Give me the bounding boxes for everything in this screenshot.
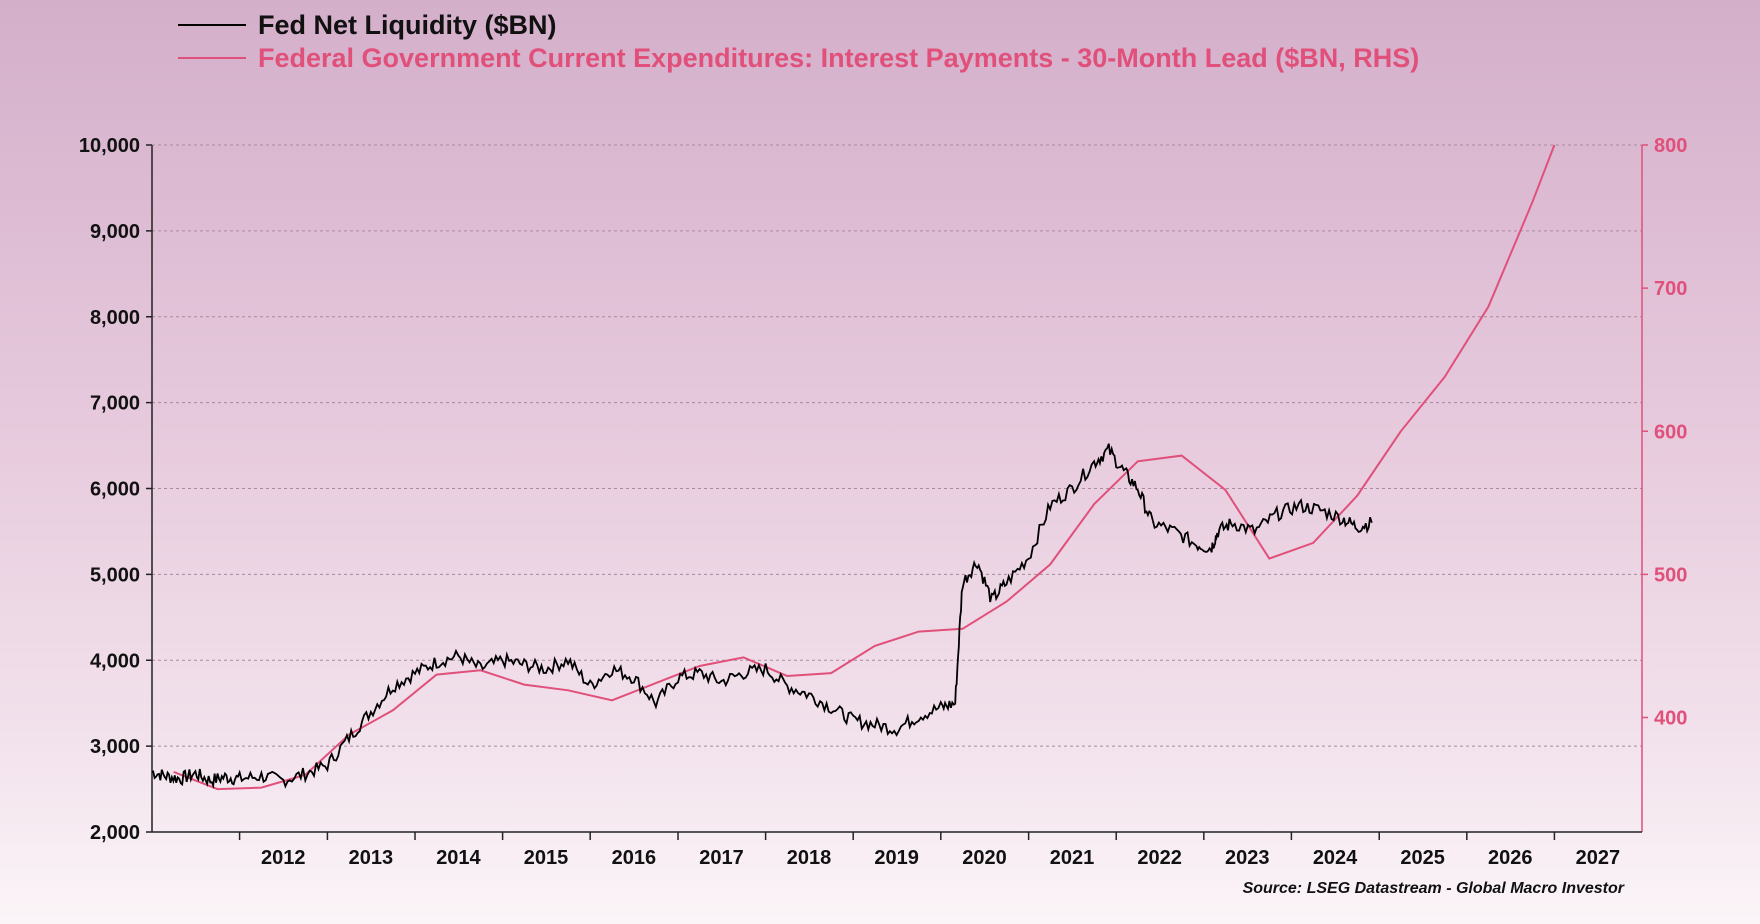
left-tick-label: 8,000 <box>90 307 140 329</box>
x-tick-label: 2016 <box>612 847 657 869</box>
left-tick-label: 3,000 <box>90 736 140 758</box>
right-axis-ticks: 400 500 600 700 800 <box>1642 135 1687 730</box>
right-tick-label: 400 <box>1654 708 1687 730</box>
series-interest-payments-line <box>173 144 1556 791</box>
source-note: Source: LSEG Datastream - Global Macro I… <box>1243 880 1625 897</box>
x-tick-label: 2022 <box>1137 847 1182 869</box>
left-tick-label: 7,000 <box>90 393 140 415</box>
x-tick-label: 2027 <box>1576 847 1621 869</box>
x-tick-label: 2015 <box>524 847 569 869</box>
x-tick-label: 2013 <box>349 847 394 869</box>
x-tick-label: 2024 <box>1313 847 1358 869</box>
left-tick-label: 5,000 <box>90 564 140 586</box>
right-tick-label: 500 <box>1654 564 1687 586</box>
series-group <box>151 144 1556 791</box>
left-tick-label: 10,000 <box>79 135 140 157</box>
series-fed-net-liquidity-line <box>151 443 1373 790</box>
left-axis-ticks: 2,000 3,000 4,000 5,000 6,000 7,000 8,000 9,000… <box>79 135 152 844</box>
x-tick-label: 2025 <box>1400 847 1445 869</box>
x-tick-label: 2018 <box>787 847 832 869</box>
right-tick-label: 800 <box>1654 135 1687 157</box>
left-tick-label: 2,000 <box>90 822 140 844</box>
x-tick-label: 2021 <box>1050 847 1095 869</box>
right-tick-label: 700 <box>1654 278 1687 300</box>
legend-label-interest-payments: Federal Government Current Expenditures:… <box>258 43 1419 73</box>
x-tick-label: 2026 <box>1488 847 1533 869</box>
x-tick-label: 2014 <box>436 847 481 869</box>
x-axis-ticks: 2012 2013 2014 2015 2016 2017 2018 2019 2020 2021… <box>238 832 1621 869</box>
right-tick-label: 600 <box>1654 421 1687 443</box>
left-tick-label: 9,000 <box>90 221 140 243</box>
x-tick-label: 2023 <box>1225 847 1270 869</box>
legend: Fed Net Liquidity ($BN) Federal Governme… <box>178 10 1419 73</box>
x-tick-label: 2017 <box>699 847 744 869</box>
legend-label-fed-net-liquidity: Fed Net Liquidity ($BN) <box>258 10 557 40</box>
left-tick-label: 4,000 <box>90 650 140 672</box>
gridlines <box>152 144 1642 747</box>
x-tick-label: 2020 <box>962 847 1007 869</box>
x-tick-label: 2012 <box>261 847 306 869</box>
left-tick-label: 6,000 <box>90 479 140 501</box>
x-tick-label: 2019 <box>874 847 919 869</box>
